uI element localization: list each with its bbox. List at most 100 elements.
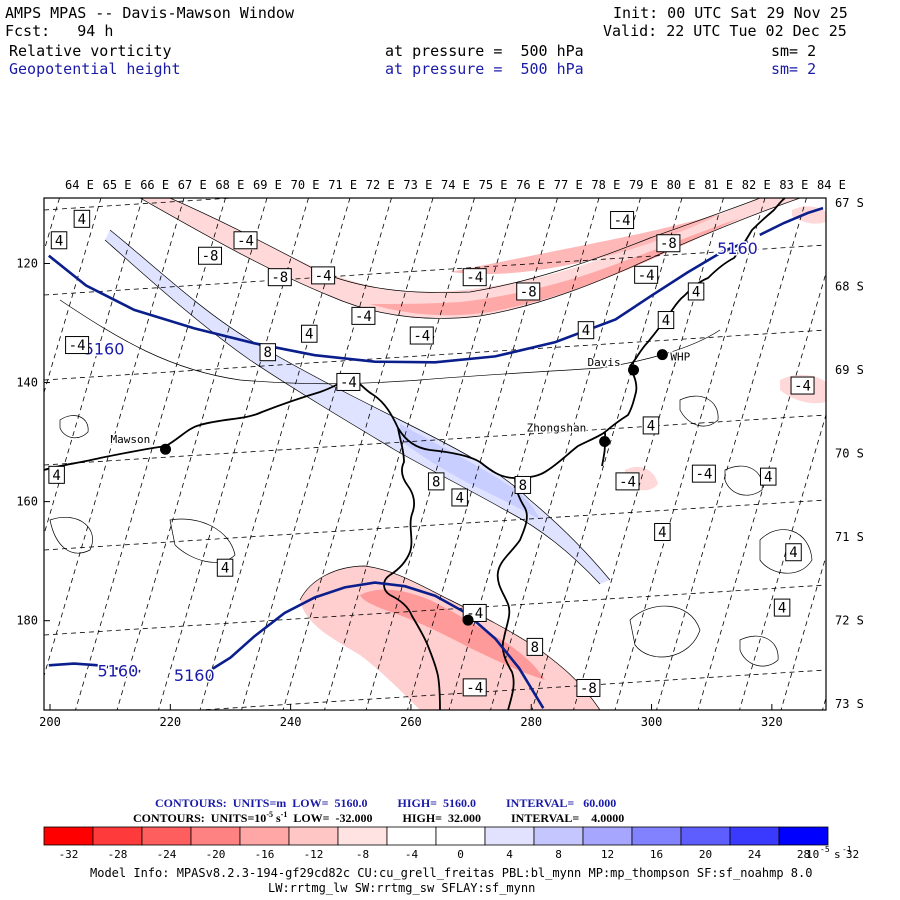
vort-contour-line (139, 198, 801, 319)
vorticity-label-box (50, 231, 68, 250)
longitude-label: 82 E (742, 178, 771, 192)
vorticity-label-box (654, 522, 671, 541)
latitude-label: 73 S (835, 697, 864, 711)
vorticity-label-box (526, 637, 544, 656)
vorticity-label: -4 (695, 467, 712, 483)
vorticity-label-box (657, 311, 675, 330)
vorticity-label: 4 (662, 313, 670, 329)
contour-info-vort-tail: LOW= -32.000 HIGH= 32.000 INTERVAL= 4.00… (287, 811, 625, 825)
colorbar-tick-label: -20 (206, 848, 226, 861)
y-tick-label: 140 (16, 376, 38, 390)
colorbar-swatch (778, 826, 829, 846)
colorbar-tick-label: 4 (506, 848, 513, 861)
model-info: Model Info: MPASv8.2.3-194-gf29cd82c CU:… (90, 866, 813, 880)
vorticity-label: 4 (692, 284, 700, 300)
vorticity-label: 4 (582, 323, 590, 339)
longitude-label: 79 E (629, 178, 658, 192)
longitude-label: 72 E (366, 178, 395, 192)
ice-shelf-outline (383, 427, 441, 710)
vorticity-label-box (656, 234, 681, 253)
colorbar-swatch (92, 826, 143, 846)
longitude-label: 65 E (103, 178, 132, 192)
vorticity-label: 8 (432, 474, 440, 490)
vorticity-label: -4 (619, 474, 636, 490)
vorticity-label: -4 (413, 329, 430, 345)
vorticity-labels: 44-8-4-8 -448-4-4-4-4-84-4-4-844-4 -44-4-4… (48, 209, 815, 697)
meridian-line (531, 198, 683, 710)
vorticity-label-box (311, 266, 336, 285)
meridian-line (0, 198, 18, 710)
colorbar-swatch (680, 826, 731, 846)
colorbar-unit-s: s (834, 848, 841, 861)
vorticity-shading (105, 198, 826, 710)
vorticity-contour-lines (49, 198, 813, 710)
vort-contour-line (724, 465, 763, 496)
vorticity-label: 4 (647, 418, 655, 434)
vorticity-label-box (216, 558, 234, 577)
parallel-line (44, 584, 826, 636)
meridian-line (614, 198, 766, 710)
field2-smoothing: sm= 2 (771, 60, 817, 78)
station-label: Davis (588, 356, 621, 369)
longitude-label: 66 E (140, 178, 169, 192)
vorticity-label: 4 (78, 212, 86, 228)
vorticity-label: 4 (52, 468, 60, 484)
vorticity-label: -8 (660, 236, 677, 252)
vorticity-label-box (48, 465, 65, 484)
colorbar-swatch (337, 826, 388, 846)
station-label: WHP (670, 351, 690, 364)
longitude-label: 70 E (291, 178, 320, 192)
vorticity-label-box (462, 268, 487, 287)
height-contour-5160 (47, 240, 749, 364)
colorbar-swatch (43, 826, 94, 846)
vort-contour-line (169, 198, 761, 293)
contour-info-height: CONTOURS: UNITS=m LOW= 5160.0 HIGH= 5160… (155, 796, 617, 810)
colorbar: -32 -28 -24 -20 -16 -12 -8 -4 0 4 8 12 16 20 24 28 3210-… (43, 826, 859, 861)
vorticity-label-box (65, 336, 90, 355)
colorbar-swatch (435, 826, 486, 846)
vort-contour-line (109, 229, 611, 581)
longitude-label: 80 E (667, 178, 696, 192)
station-marker (599, 435, 611, 447)
vorticity-label: -4 (237, 233, 254, 249)
graticule (0, 198, 826, 710)
vorticity-label: 4 (305, 327, 313, 343)
contour-info-exp2: -1 (280, 810, 288, 819)
height-contour-5160 (211, 581, 545, 709)
vorticity-label-box (760, 467, 777, 486)
meridian-line (241, 198, 392, 710)
vorticity-label-box (259, 343, 277, 362)
longitude-label: 75 E (479, 178, 508, 192)
meridian-line (158, 198, 309, 710)
height-contour-5160 (759, 206, 824, 237)
height-label: 5160 (717, 239, 758, 258)
latitude-label: 70 S (835, 447, 864, 461)
latitude-label: 67 S (835, 196, 864, 210)
vorticity-label: -4 (340, 375, 357, 391)
map-title: AMPS MPAS -- Davis-Mawson Window (5, 4, 294, 22)
x-tick-label: 220 (159, 715, 181, 729)
vorticity-label: 4 (789, 545, 797, 561)
vorticity-label: -4 (69, 338, 86, 354)
vorticity-label: 8 (519, 478, 527, 494)
y-tick-label: 180 (16, 614, 38, 628)
height-labels: 5160 5160 5160 5160 (82, 238, 759, 687)
colorbar-swatch (533, 826, 584, 846)
model-info-physics: LW:rrtmg_lw SW:rrtmg_sw SFLAY:sf_mynn (268, 881, 536, 895)
meridian-line (573, 198, 724, 710)
vort-neg-core-north (370, 218, 740, 316)
meridian-line (697, 271, 826, 710)
parallel-line (44, 198, 238, 211)
vorticity-label: -4 (466, 270, 483, 286)
vorticity-label-box (301, 324, 318, 343)
vorticity-label-box (267, 268, 292, 287)
latitude-label: 71 S (835, 530, 864, 544)
meridian-line (44, 198, 60, 253)
parallel-line (44, 499, 826, 551)
colorbar-swatch (631, 826, 682, 846)
parallel-line (194, 669, 826, 710)
axes: 200 220 240 260 280 300 320 120 140 160 180 64 E 65 … (16, 178, 864, 729)
field1-pressure: at pressure = 500 hPa (385, 42, 584, 60)
vorticity-label-box (691, 464, 716, 483)
